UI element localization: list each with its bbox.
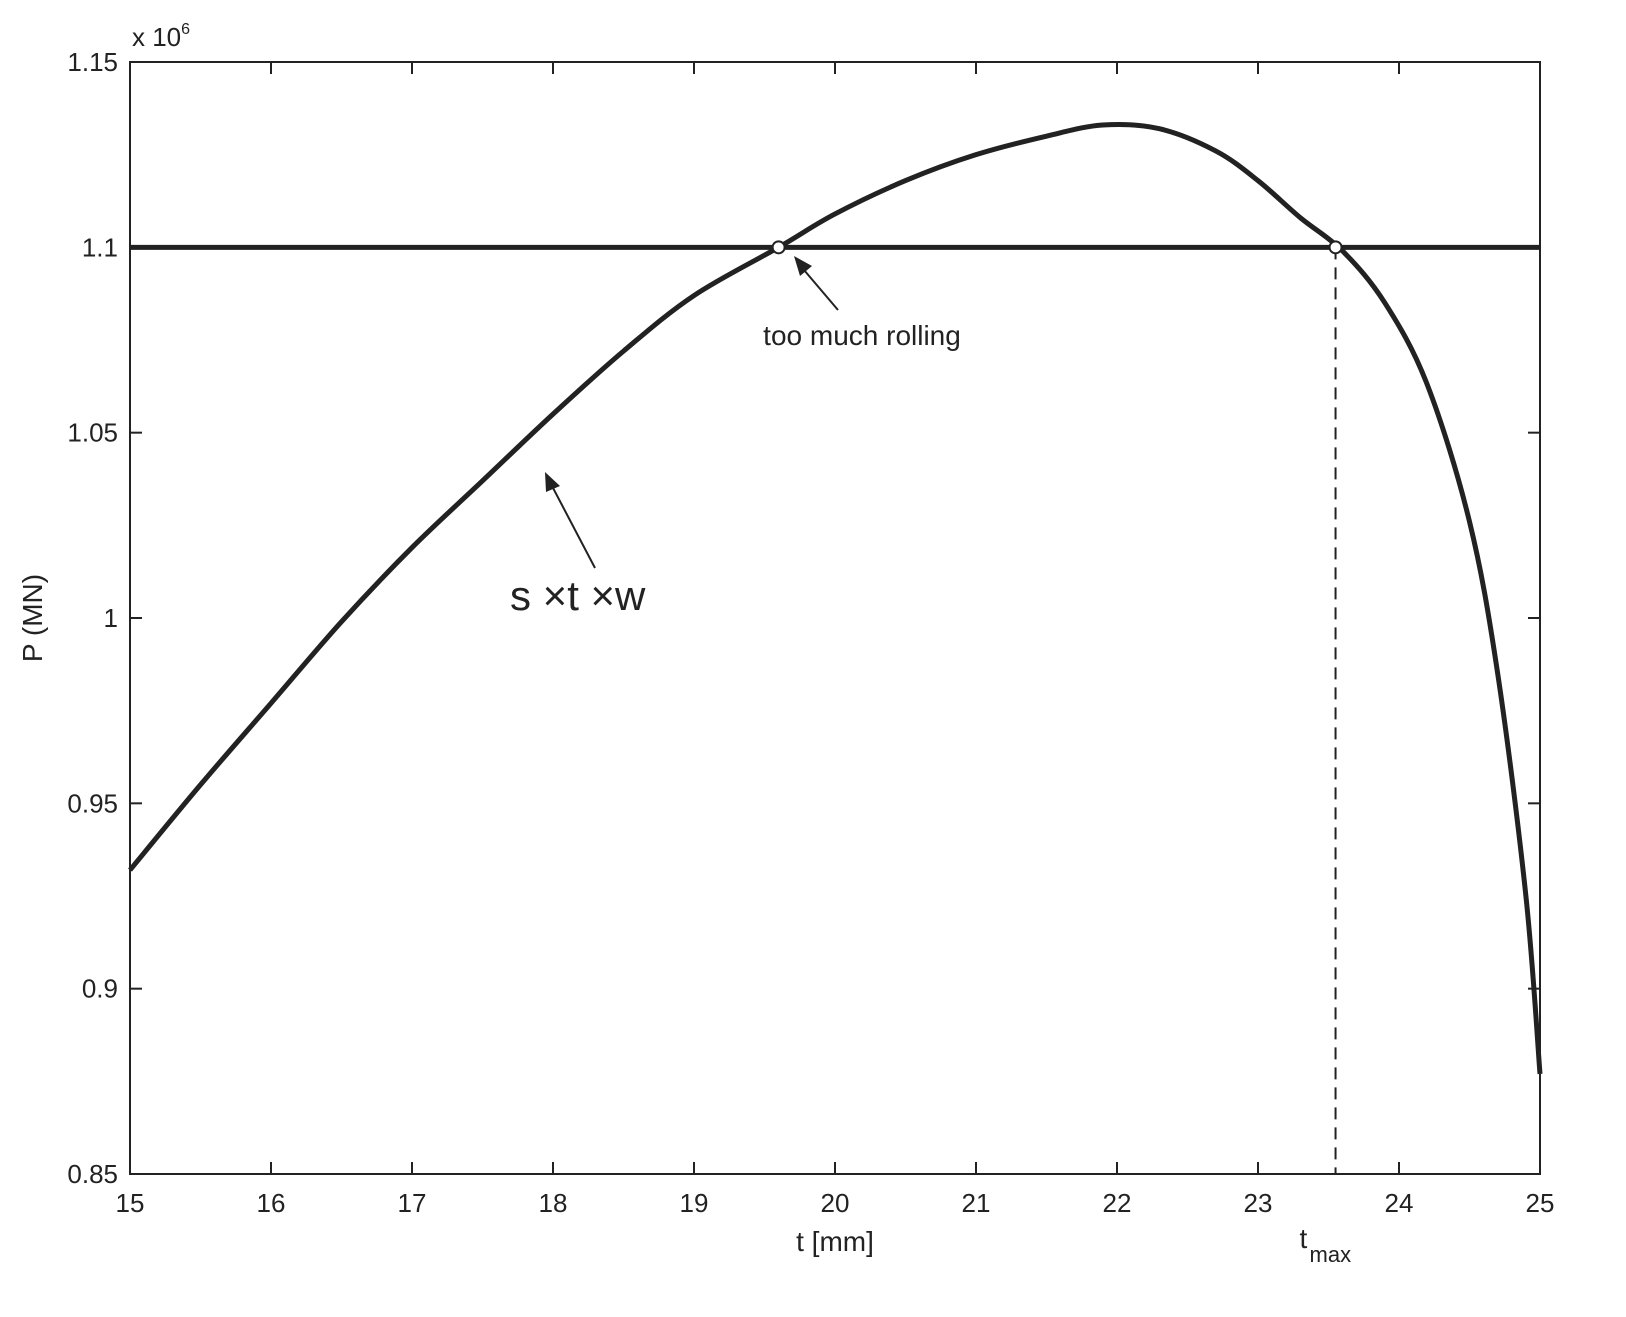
axis-ticks	[129, 61, 1541, 1175]
annotation-s-t-w: s ×t ×w	[510, 572, 646, 619]
x-tick-label: 18	[539, 1188, 568, 1218]
x-tick-label: 19	[680, 1188, 709, 1218]
tmax-label: t max	[1300, 1223, 1352, 1267]
y-tick-label: 0.9	[82, 974, 118, 1004]
svg-text:max: max	[1310, 1242, 1352, 1267]
annotation-arrowhead-stw	[545, 472, 560, 492]
y-tick-label: 1	[104, 603, 118, 633]
intersection-marker	[771, 240, 786, 255]
y-axis-label: P (MN)	[17, 574, 48, 662]
x-tick-label: 25	[1526, 1188, 1555, 1218]
annotation-arrow-rolling	[803, 269, 839, 311]
series-curve	[128, 121, 1543, 1075]
x-axis-label: t [mm]	[796, 1226, 874, 1257]
y-tick-label: 1.05	[67, 418, 118, 448]
intersection-marker	[1328, 240, 1343, 255]
x-tick-label: 22	[1103, 1188, 1132, 1218]
x-tick-label: 24	[1385, 1188, 1414, 1218]
annotation-arrowhead-rolling	[794, 256, 812, 276]
y-tick-label: 0.85	[67, 1159, 118, 1189]
x-tick-label: 17	[398, 1188, 427, 1218]
x-tick-label: 16	[257, 1188, 286, 1218]
svg-text:t: t	[1300, 1223, 1308, 1254]
x-tick-label: 20	[821, 1188, 850, 1218]
intersection-markers	[771, 240, 1343, 255]
annotation-arrow-stw	[551, 485, 596, 569]
x-tick-labels: 15 16 17 18 19 20 21 22 23 24 25	[116, 1188, 1555, 1218]
x-tick-label: 23	[1244, 1188, 1273, 1218]
y-tick-label: 1.1	[82, 232, 118, 262]
y-tick-label: 1.15	[67, 47, 118, 77]
y-tick-labels: 0.85 0.9 0.95 1 1.05 1.1 1.15	[67, 47, 118, 1189]
x-tick-label: 21	[962, 1188, 991, 1218]
y-multiplier: x 106	[132, 21, 190, 52]
annotation-too-much-rolling: too much rolling	[763, 320, 961, 351]
x-tick-label: 15	[116, 1188, 145, 1218]
y-tick-label: 0.95	[67, 788, 118, 818]
